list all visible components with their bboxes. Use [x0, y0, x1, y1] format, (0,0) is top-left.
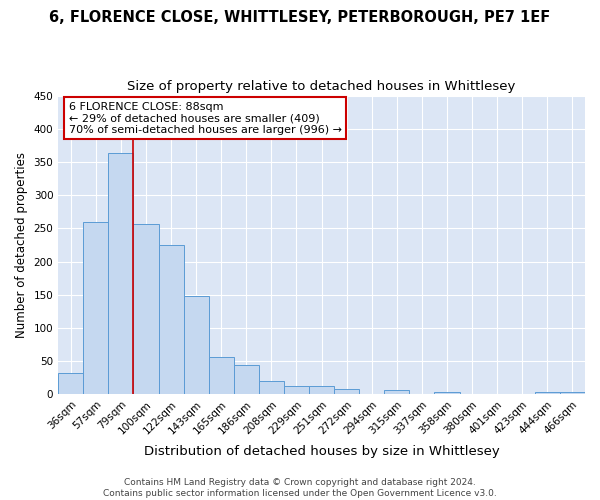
Bar: [184, 296, 209, 394]
Bar: [158, 245, 184, 394]
Bar: [560, 392, 585, 394]
Bar: [434, 392, 460, 394]
Bar: [334, 389, 359, 394]
Bar: [284, 386, 309, 394]
Bar: [385, 390, 409, 394]
X-axis label: Distribution of detached houses by size in Whittlesey: Distribution of detached houses by size …: [144, 444, 499, 458]
Title: Size of property relative to detached houses in Whittlesey: Size of property relative to detached ho…: [127, 80, 516, 93]
Bar: [133, 224, 158, 394]
Bar: [535, 392, 560, 394]
Bar: [234, 364, 259, 394]
Bar: [109, 154, 133, 394]
Text: Contains HM Land Registry data © Crown copyright and database right 2024.
Contai: Contains HM Land Registry data © Crown c…: [103, 478, 497, 498]
Bar: [259, 381, 284, 394]
Y-axis label: Number of detached properties: Number of detached properties: [15, 152, 28, 338]
Bar: [309, 386, 334, 394]
Text: 6 FLORENCE CLOSE: 88sqm
← 29% of detached houses are smaller (409)
70% of semi-d: 6 FLORENCE CLOSE: 88sqm ← 29% of detache…: [69, 102, 342, 134]
Text: 6, FLORENCE CLOSE, WHITTLESEY, PETERBOROUGH, PE7 1EF: 6, FLORENCE CLOSE, WHITTLESEY, PETERBORO…: [49, 10, 551, 25]
Bar: [83, 222, 109, 394]
Bar: [209, 356, 234, 395]
Bar: [58, 372, 83, 394]
